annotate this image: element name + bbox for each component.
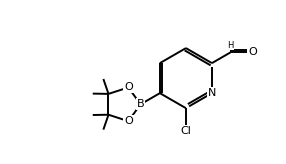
Text: O: O <box>124 82 133 92</box>
Text: H: H <box>228 41 234 50</box>
Text: B: B <box>137 99 144 109</box>
Text: N: N <box>208 88 216 98</box>
Text: O: O <box>124 116 133 126</box>
Text: Cl: Cl <box>180 126 191 136</box>
Text: O: O <box>248 47 257 57</box>
